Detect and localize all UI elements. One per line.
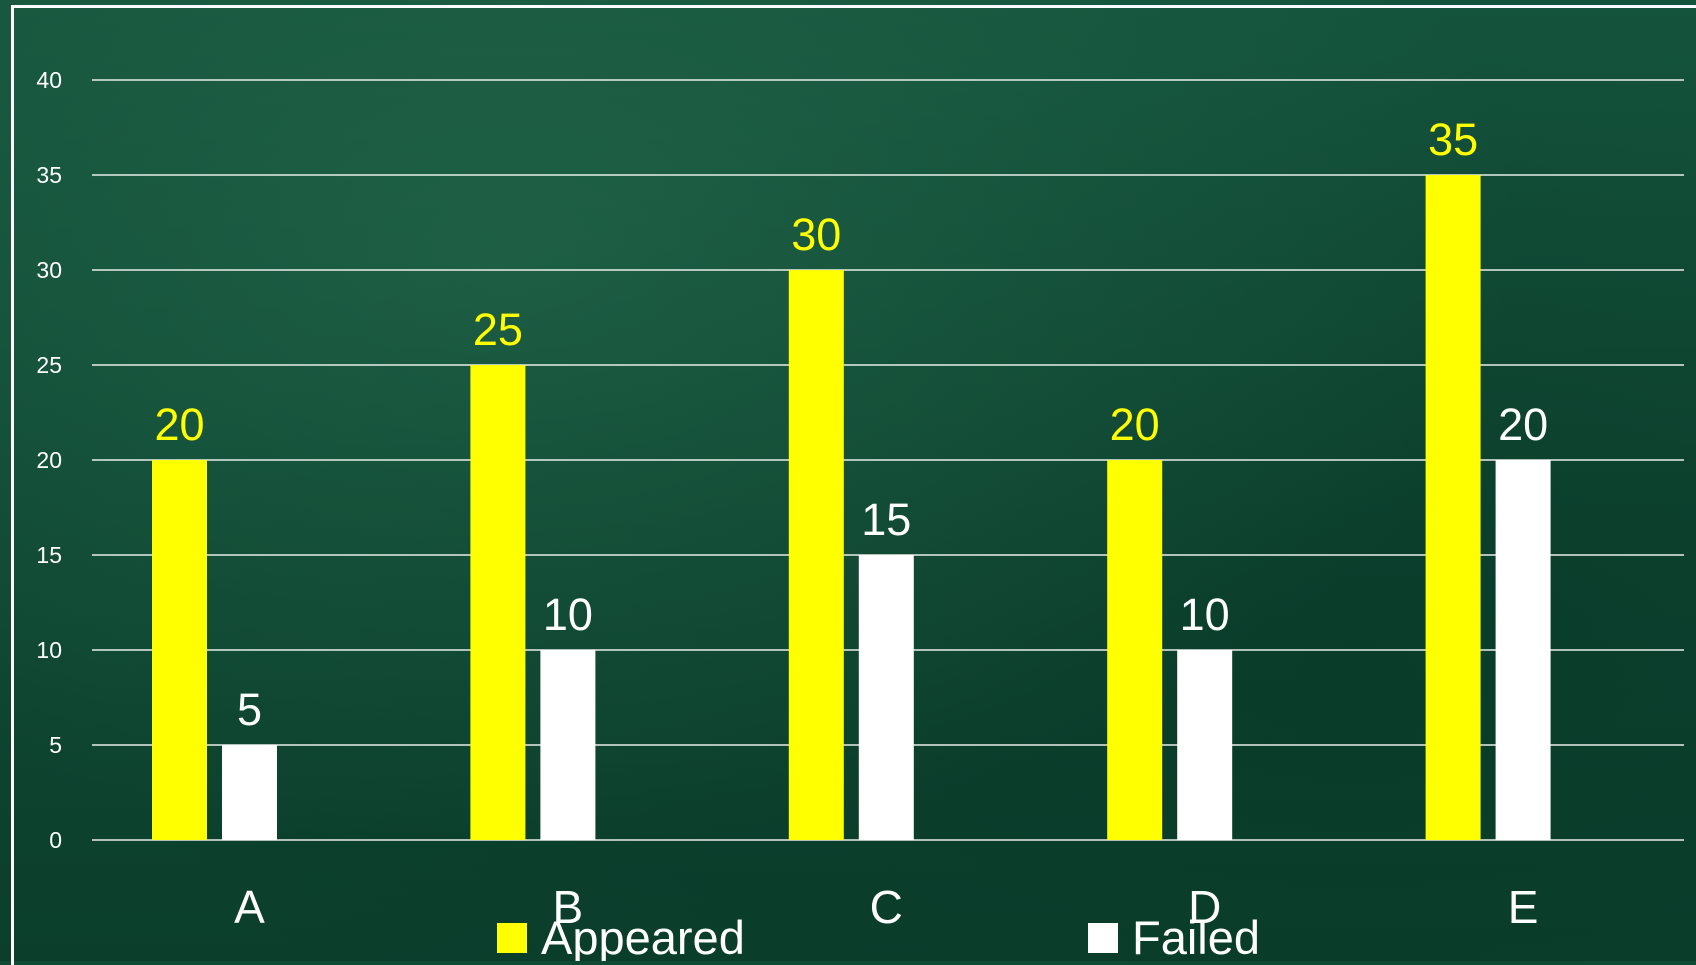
data-label-appeared-D: 20 xyxy=(1110,399,1160,450)
legend-label-appeared[interactable]: Appeared xyxy=(541,911,745,961)
bar-failed-A xyxy=(222,745,277,840)
bar-appeared-B xyxy=(470,365,526,840)
bar-failed-C xyxy=(858,555,914,840)
x-category-label: A xyxy=(234,881,265,933)
data-label-appeared-B: 25 xyxy=(473,304,523,355)
x-category-label: E xyxy=(1508,881,1539,933)
legend-swatch-appeared xyxy=(497,923,527,953)
y-tick-label: 5 xyxy=(49,732,62,758)
bars xyxy=(152,175,1551,840)
data-label-appeared-A: 20 xyxy=(154,399,204,450)
y-tick-label: 30 xyxy=(36,257,62,283)
data-labels: 20 5 25 10 30 15 20 10 35 20 xyxy=(154,114,1548,735)
data-label-failed-E: 20 xyxy=(1498,399,1548,450)
y-tick-label: 0 xyxy=(49,827,62,853)
legend-label-failed[interactable]: Failed xyxy=(1132,911,1260,961)
data-label-failed-A: 5 xyxy=(237,684,262,735)
y-tick-label: 20 xyxy=(36,447,62,473)
y-tick-label: 10 xyxy=(36,637,62,663)
data-label-failed-B: 10 xyxy=(543,589,593,640)
bar-appeared-A xyxy=(152,460,207,840)
data-label-appeared-E: 35 xyxy=(1428,114,1478,165)
x-category-label: B xyxy=(553,881,584,933)
x-axis-categories: A B C D E xyxy=(234,881,1538,933)
legend[interactable]: Appeared Failed xyxy=(497,911,1260,961)
data-label-failed-D: 10 xyxy=(1180,589,1230,640)
bar-appeared-E xyxy=(1425,175,1481,840)
bar-failed-D xyxy=(1177,650,1233,840)
x-category-label: D xyxy=(1188,881,1221,933)
legend-swatch-failed xyxy=(1088,923,1118,953)
bar-appeared-C xyxy=(788,270,844,840)
bar-appeared-D xyxy=(1107,460,1163,840)
y-tick-label: 40 xyxy=(36,67,62,93)
y-tick-label: 25 xyxy=(36,352,62,378)
bar-failed-E xyxy=(1495,460,1551,840)
x-category-label: C xyxy=(870,881,903,933)
data-label-failed-C: 15 xyxy=(861,494,911,545)
y-tick-label: 15 xyxy=(36,542,62,568)
y-axis-ticks: 0 5 10 15 20 25 30 35 40 xyxy=(36,67,62,853)
data-label-appeared-C: 30 xyxy=(791,209,841,260)
y-tick-label: 35 xyxy=(36,162,62,188)
bar-failed-B xyxy=(540,650,596,840)
